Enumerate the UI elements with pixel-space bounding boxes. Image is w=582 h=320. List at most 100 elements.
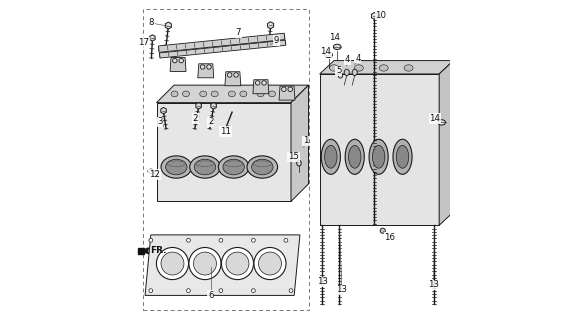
- Text: 9: 9: [274, 36, 279, 45]
- Polygon shape: [196, 103, 201, 109]
- Ellipse shape: [240, 91, 247, 97]
- Ellipse shape: [329, 65, 339, 71]
- Ellipse shape: [228, 91, 235, 97]
- Ellipse shape: [211, 91, 218, 97]
- Ellipse shape: [247, 156, 278, 178]
- Polygon shape: [439, 60, 453, 225]
- Ellipse shape: [161, 156, 191, 178]
- Text: 6: 6: [208, 291, 214, 300]
- Circle shape: [262, 81, 267, 85]
- Ellipse shape: [251, 159, 273, 175]
- Ellipse shape: [438, 120, 446, 125]
- Text: 3: 3: [157, 117, 162, 126]
- Circle shape: [234, 73, 238, 77]
- Ellipse shape: [354, 65, 363, 71]
- Text: FR.: FR.: [150, 246, 166, 255]
- Bar: [320, 74, 439, 225]
- Ellipse shape: [149, 238, 152, 242]
- Ellipse shape: [189, 247, 221, 280]
- Circle shape: [228, 73, 232, 77]
- Ellipse shape: [219, 289, 223, 292]
- Ellipse shape: [352, 69, 357, 76]
- Ellipse shape: [200, 91, 207, 97]
- Ellipse shape: [325, 145, 337, 168]
- Ellipse shape: [251, 289, 255, 292]
- Ellipse shape: [223, 159, 244, 175]
- Ellipse shape: [171, 91, 178, 97]
- Text: 13: 13: [317, 277, 328, 286]
- Bar: [143, 9, 308, 310]
- Ellipse shape: [257, 91, 264, 97]
- Ellipse shape: [379, 65, 388, 71]
- Ellipse shape: [166, 159, 187, 175]
- Ellipse shape: [338, 73, 343, 78]
- Polygon shape: [165, 22, 171, 29]
- Ellipse shape: [221, 247, 254, 280]
- Ellipse shape: [404, 65, 413, 71]
- Ellipse shape: [251, 238, 255, 242]
- Text: 11: 11: [220, 127, 231, 136]
- Ellipse shape: [297, 160, 301, 166]
- Polygon shape: [371, 12, 378, 20]
- Polygon shape: [145, 235, 300, 295]
- Ellipse shape: [157, 247, 189, 280]
- Polygon shape: [253, 80, 269, 94]
- Ellipse shape: [369, 139, 388, 174]
- Polygon shape: [159, 40, 286, 58]
- Polygon shape: [161, 108, 166, 114]
- Text: 14: 14: [329, 33, 340, 42]
- Polygon shape: [157, 85, 308, 103]
- Text: 4: 4: [355, 53, 361, 62]
- Polygon shape: [211, 103, 217, 109]
- Ellipse shape: [183, 91, 190, 97]
- Polygon shape: [150, 35, 155, 41]
- Text: 4: 4: [345, 55, 350, 64]
- Text: 14: 14: [430, 114, 441, 123]
- Text: 2: 2: [193, 114, 198, 123]
- Polygon shape: [170, 57, 186, 71]
- Ellipse shape: [372, 145, 385, 168]
- Ellipse shape: [149, 289, 152, 292]
- Text: 1: 1: [303, 136, 308, 145]
- Ellipse shape: [344, 69, 349, 76]
- Polygon shape: [268, 22, 274, 29]
- Ellipse shape: [226, 252, 249, 275]
- Ellipse shape: [289, 289, 293, 292]
- Ellipse shape: [186, 289, 190, 292]
- Polygon shape: [225, 72, 241, 86]
- Ellipse shape: [219, 238, 223, 242]
- Ellipse shape: [186, 238, 190, 242]
- Polygon shape: [158, 33, 285, 52]
- Ellipse shape: [193, 252, 217, 275]
- Ellipse shape: [268, 91, 275, 97]
- Ellipse shape: [190, 156, 220, 178]
- Text: 13: 13: [336, 285, 347, 294]
- Text: 17: 17: [139, 38, 150, 47]
- Ellipse shape: [396, 145, 409, 168]
- Ellipse shape: [194, 159, 216, 175]
- Text: 12: 12: [149, 170, 160, 179]
- Ellipse shape: [349, 145, 361, 168]
- Ellipse shape: [258, 252, 282, 275]
- Text: 7: 7: [236, 28, 241, 37]
- Ellipse shape: [393, 139, 412, 174]
- Text: 5: 5: [336, 66, 342, 75]
- Text: 10: 10: [375, 11, 386, 20]
- Text: 13: 13: [428, 280, 439, 289]
- Ellipse shape: [333, 44, 341, 50]
- Circle shape: [282, 87, 286, 92]
- Ellipse shape: [380, 228, 385, 233]
- Circle shape: [207, 65, 211, 69]
- Text: 15: 15: [288, 152, 299, 161]
- Polygon shape: [279, 86, 295, 100]
- Text: 2: 2: [208, 117, 214, 126]
- Circle shape: [255, 81, 260, 85]
- Text: 14: 14: [320, 47, 331, 56]
- Circle shape: [200, 65, 205, 69]
- Ellipse shape: [321, 139, 340, 174]
- Polygon shape: [320, 60, 453, 74]
- Text: 16: 16: [384, 233, 395, 242]
- Ellipse shape: [325, 52, 332, 58]
- Polygon shape: [291, 85, 308, 201]
- Polygon shape: [157, 103, 291, 201]
